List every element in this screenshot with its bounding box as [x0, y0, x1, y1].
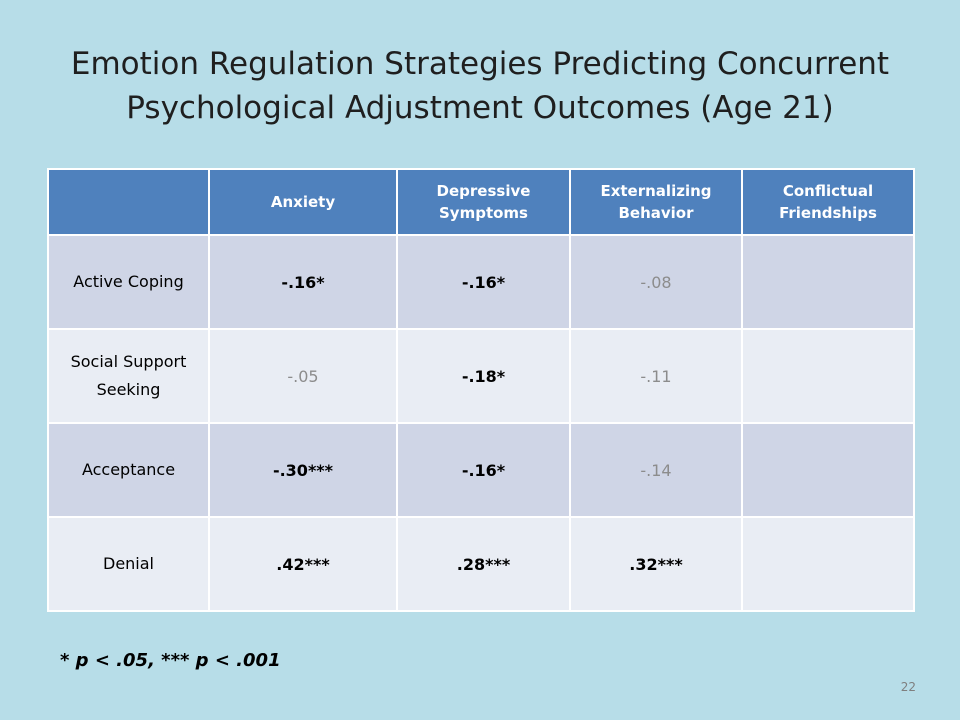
slide-number: 22 [900, 680, 916, 694]
row-label: Active Coping [47, 234, 210, 330]
cell: -.14 [569, 422, 743, 518]
cell: .42*** [208, 516, 398, 612]
row-label: Social Support Seeking [47, 328, 210, 424]
slide-title: Emotion Regulation Strategies Predicting… [70, 46, 890, 126]
cell: .32*** [569, 516, 743, 612]
empty-cell [741, 516, 915, 612]
cell: -.08 [569, 234, 743, 330]
table-row: Social Support Seeking -.05 -.18* -.11 [47, 328, 915, 424]
empty-cell [741, 328, 915, 424]
cell: -.18* [396, 328, 571, 424]
column-header: Conflictual Friendships [741, 168, 915, 236]
empty-cell [741, 234, 915, 330]
row-label: Acceptance [47, 422, 210, 518]
empty-cell [741, 422, 915, 518]
cell: -.16* [396, 234, 571, 330]
corner-cell [47, 168, 210, 236]
row-label: Denial [47, 516, 210, 612]
table-row: Acceptance -.30*** -.16* -.14 [47, 422, 915, 518]
footnote: * p < .05, *** p < .001 [60, 650, 281, 671]
column-header: Depressive Symptoms [396, 168, 571, 236]
table-row: Active Coping -.16* -.16* -.08 [47, 234, 915, 330]
table-body: Active Coping -.16* -.16* -.08 Social Suppor… [47, 234, 915, 612]
cell: .28*** [396, 516, 571, 612]
cell: -.11 [569, 328, 743, 424]
column-header: Externalizing Behavior [569, 168, 743, 236]
cell: -.05 [208, 328, 398, 424]
column-header: Anxiety [208, 168, 398, 236]
cell: -.16* [208, 234, 398, 330]
header-row: Anxiety Depressive Symptoms Externalizing … [47, 168, 915, 236]
cell: -.16* [396, 422, 571, 518]
table-row: Denial .42*** .28*** .32*** [47, 516, 915, 612]
results-table: Anxiety Depressive Symptoms Externalizing … [47, 168, 915, 612]
cell: -.30*** [208, 422, 398, 518]
